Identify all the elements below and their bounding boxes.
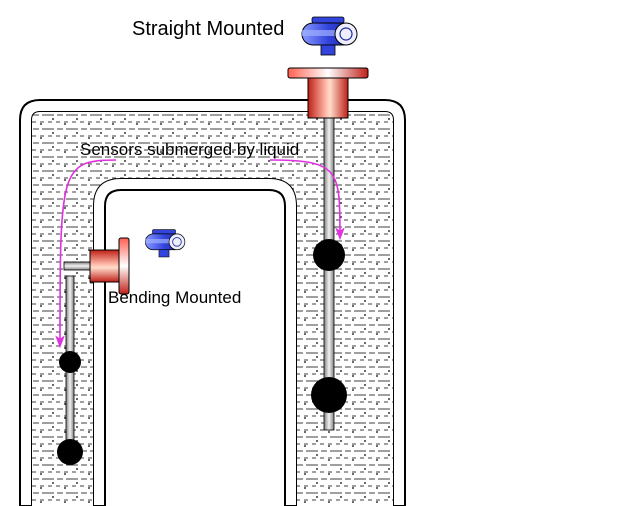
bending-sensor-lower [57, 439, 83, 465]
label-sensors-submerged: Sensors submerged by liquid [80, 140, 299, 160]
straight-flange [288, 68, 368, 78]
straight-neck [308, 78, 348, 118]
transmitter-head [145, 230, 185, 257]
transmitter-head [302, 17, 357, 55]
straight-sensor-upper [313, 239, 345, 271]
label-straight-mounted: Straight Mounted [132, 18, 284, 41]
bending-flange [119, 238, 129, 294]
liquid-region [32, 112, 393, 506]
diagram-svg [0, 0, 623, 506]
bending-sensor-upper [59, 351, 81, 373]
label-bending-mounted: Bending Mounted [108, 288, 241, 308]
bending-neck [90, 250, 119, 282]
diagram-root: Straight Mounted Sensors submerged by li… [0, 0, 623, 506]
straight-sensor-lower [311, 377, 347, 413]
